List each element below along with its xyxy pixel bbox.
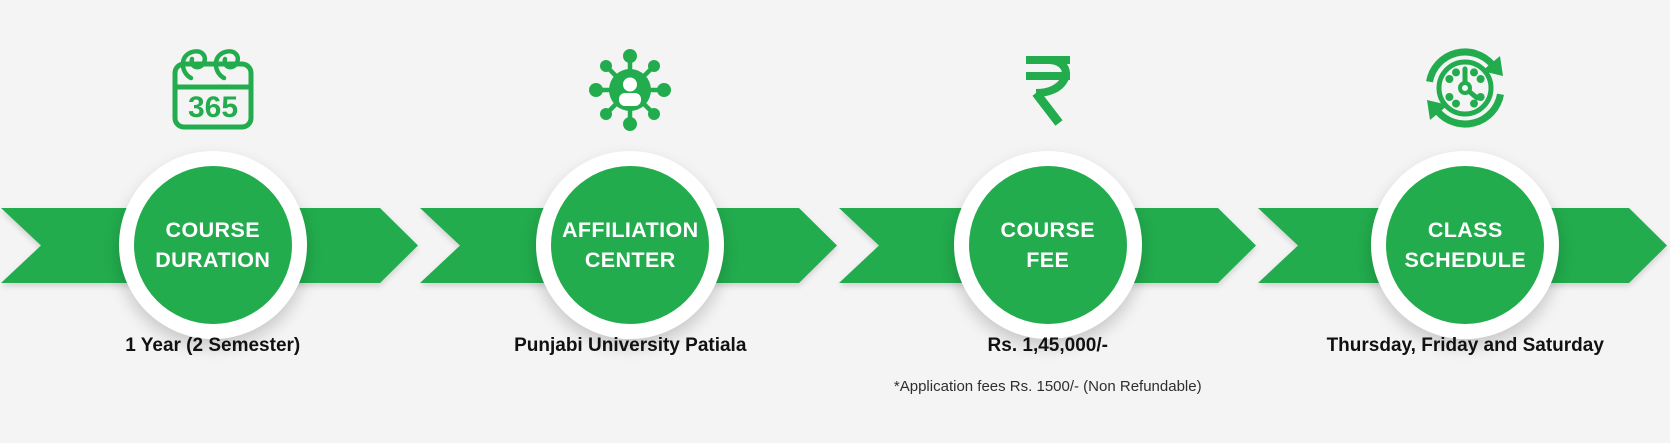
course-fee-caption: Rs. 1,45,000/- (987, 335, 1108, 356)
class-schedule-label: CLASS SCHEDULE (1404, 218, 1526, 272)
course-fee-badge: COURSE FEE (953, 151, 1142, 339)
step-course-fee: COURSE FEE Rs. 1,45,000/- *Application f… (839, 0, 1257, 443)
step-class-schedule: CLASS SCHEDULE Thursday, Friday and Satu… (1257, 0, 1670, 443)
calendar-days-number: 365 (188, 91, 238, 124)
affiliation-network-icon (585, 38, 675, 138)
course-fee-label: COURSE FEE (1000, 218, 1095, 272)
course-duration-label: COURSE DURATION (155, 218, 271, 272)
affiliation-center-badge: AFFILIATION CENTER (536, 151, 725, 339)
calendar-365-icon: 365 (171, 38, 255, 138)
class-schedule-badge: CLASS SCHEDULE (1371, 151, 1560, 339)
rupee-icon (1024, 56, 1072, 126)
step-course-duration: 365 COURSE DURATION 1 Year (2 Semester) (4, 0, 422, 443)
step-affiliation-center: AFFILIATION CENTER Punjabi University Pa… (422, 0, 840, 443)
class-schedule-caption: Thursday, Friday and Saturday (1326, 335, 1604, 356)
clock-schedule-icon (1417, 38, 1513, 138)
affiliation-center-label: AFFILIATION CENTER (561, 218, 699, 272)
steps-row: 365 COURSE DURATION 1 Year (2 Semester) (4, 0, 1670, 443)
application-fee-note: *Application fees Rs. 1500/- (Non Refund… (893, 378, 1202, 395)
affiliation-center-caption: Punjabi University Patiala (514, 335, 747, 356)
course-duration-caption: 1 Year (2 Semester) (125, 335, 301, 356)
course-duration-badge: COURSE DURATION (118, 151, 307, 339)
